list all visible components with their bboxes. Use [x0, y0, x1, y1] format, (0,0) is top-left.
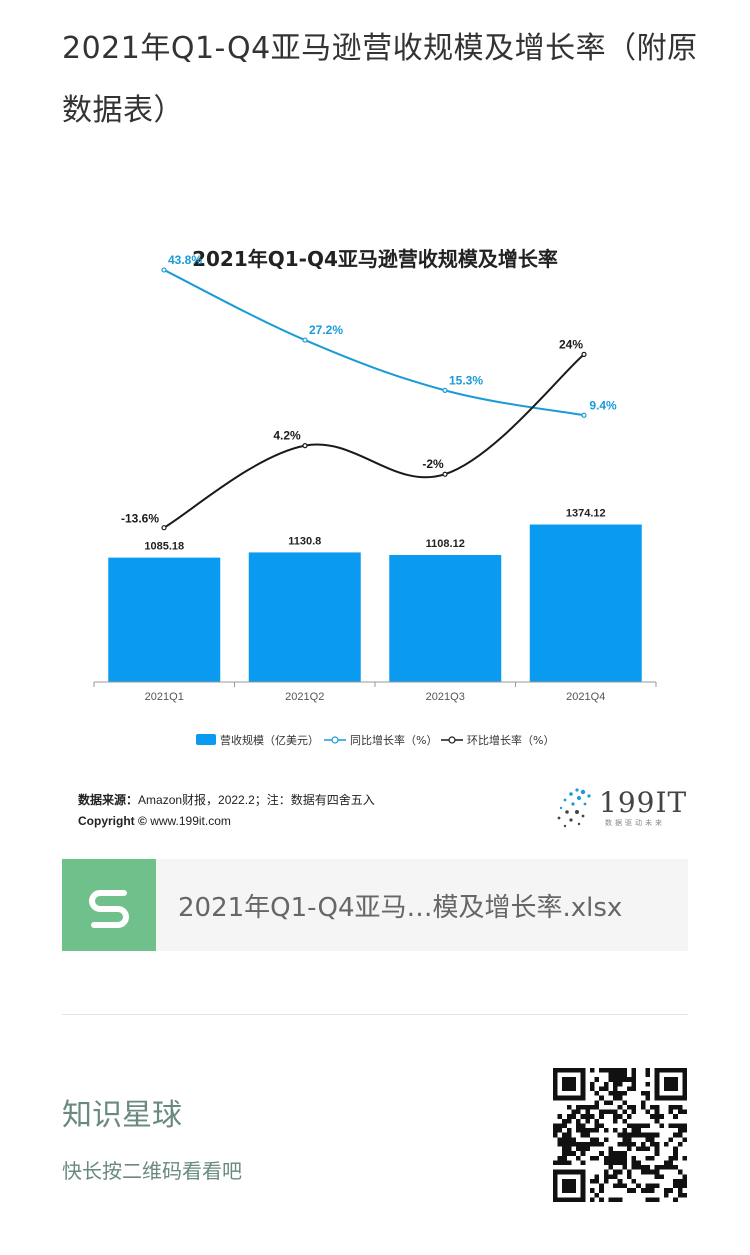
bar-value-label: 1085.18 [144, 541, 184, 553]
legend-swatch-revenue [196, 734, 216, 745]
planet-subtitle: 快长按二维码看看吧 [62, 1159, 242, 1183]
chart-figure: 2021年Q1-Q4亚马逊营收规模及增长率 1085.18 1130.8 1108.… [0, 210, 750, 850]
post-title: 2021年Q1-Q4亚马逊营收规模及增长率（附原数据表） [62, 31, 698, 128]
yoy-value-label: 27.2% [309, 323, 343, 337]
yoy-value-label: 15.3% [449, 373, 483, 387]
legend-label-mom: 环比增长率（%） [467, 733, 554, 747]
bar-value-label: 1108.12 [426, 538, 465, 550]
legend-marker-yoy [331, 736, 339, 744]
legend-label-yoy: 同比增长率（%） [350, 733, 437, 747]
bar-revenue [248, 552, 361, 682]
point-yoy-growth [581, 412, 587, 418]
point-mom-growth [161, 525, 167, 531]
bars-layer: 1085.18 1130.8 1108.12 1374.12 [108, 508, 642, 682]
bar-value-label: 1374.12 [566, 508, 606, 520]
attachment-file-card[interactable]: 2021年Q1-Q4亚马…模及增长率.xlsx [62, 859, 688, 951]
point-yoy-growth [302, 337, 308, 343]
logo-text: 199IT [599, 786, 688, 819]
mom-value-label: -13.6% [121, 512, 159, 526]
spreadsheet-s-icon [62, 859, 156, 951]
bar-revenue [108, 557, 221, 682]
line-yoy-growth [163, 269, 585, 417]
point-mom-growth [581, 351, 587, 357]
source-label: 数据来源： [78, 793, 139, 807]
x-tick-label: 2021Q1 [145, 691, 184, 703]
mom-value-label: 24% [559, 337, 583, 351]
x-tick-label: 2021Q2 [285, 691, 324, 703]
point-yoy-growth [442, 387, 448, 393]
brand-logo: 199IT 数据驱动未来 [553, 784, 693, 832]
bar-revenue [529, 524, 642, 682]
bar-value-label: 1130.8 [288, 535, 321, 547]
bar-revenue [389, 555, 502, 682]
chart-svg: 2021年Q1-Q4亚马逊营收规模及增长率 1085.18 1130.8 1108.… [93, 247, 657, 747]
x-tick-label: 2021Q4 [566, 691, 605, 703]
legend: 营收规模（亿美元） 同比增长率（%） 环比增长率（%） [196, 733, 554, 747]
point-mom-growth [442, 471, 448, 477]
yoy-value-label: 43.8% [168, 253, 202, 267]
mom-value-label: -2% [422, 457, 444, 471]
data-source-note: 数据来源：Amazon财报，2022.2；注：数据有四舍五入 Copyright… [78, 790, 375, 832]
planet-title: 知识星球 [62, 1098, 182, 1133]
x-tick-label: 2021Q3 [426, 691, 465, 703]
logo-dots-icon [557, 788, 591, 828]
lines-layer: 43.8% 27.2% 15.3% 9.4% -13.6% 4.2% -2% 24% [121, 253, 617, 531]
legend-label-revenue: 营收规模（亿美元） [220, 733, 319, 747]
chart-title: 2021年Q1-Q4亚马逊营收规模及增长率 [192, 247, 558, 271]
file-name: 2021年Q1-Q4亚马…模及增长率.xlsx [178, 893, 623, 923]
copyright-text: www.199it.com [150, 814, 231, 828]
x-axis: 2021Q1 2021Q2 2021Q3 2021Q4 [93, 681, 657, 703]
yoy-value-label: 9.4% [589, 398, 617, 412]
line-mom-growth [163, 353, 585, 529]
section-divider [62, 1014, 688, 1015]
copyright-label: Copyright © [78, 814, 147, 828]
point-yoy-growth [161, 267, 167, 273]
logo-subtitle: 数据驱动未来 [605, 819, 665, 827]
legend-marker-mom [448, 736, 456, 744]
source-text: Amazon财报，2022.2；注：数据有四舍五入 [138, 793, 375, 807]
mom-value-label: 4.2% [273, 429, 301, 443]
point-mom-growth [302, 443, 308, 449]
qr-code-icon [553, 1068, 687, 1202]
